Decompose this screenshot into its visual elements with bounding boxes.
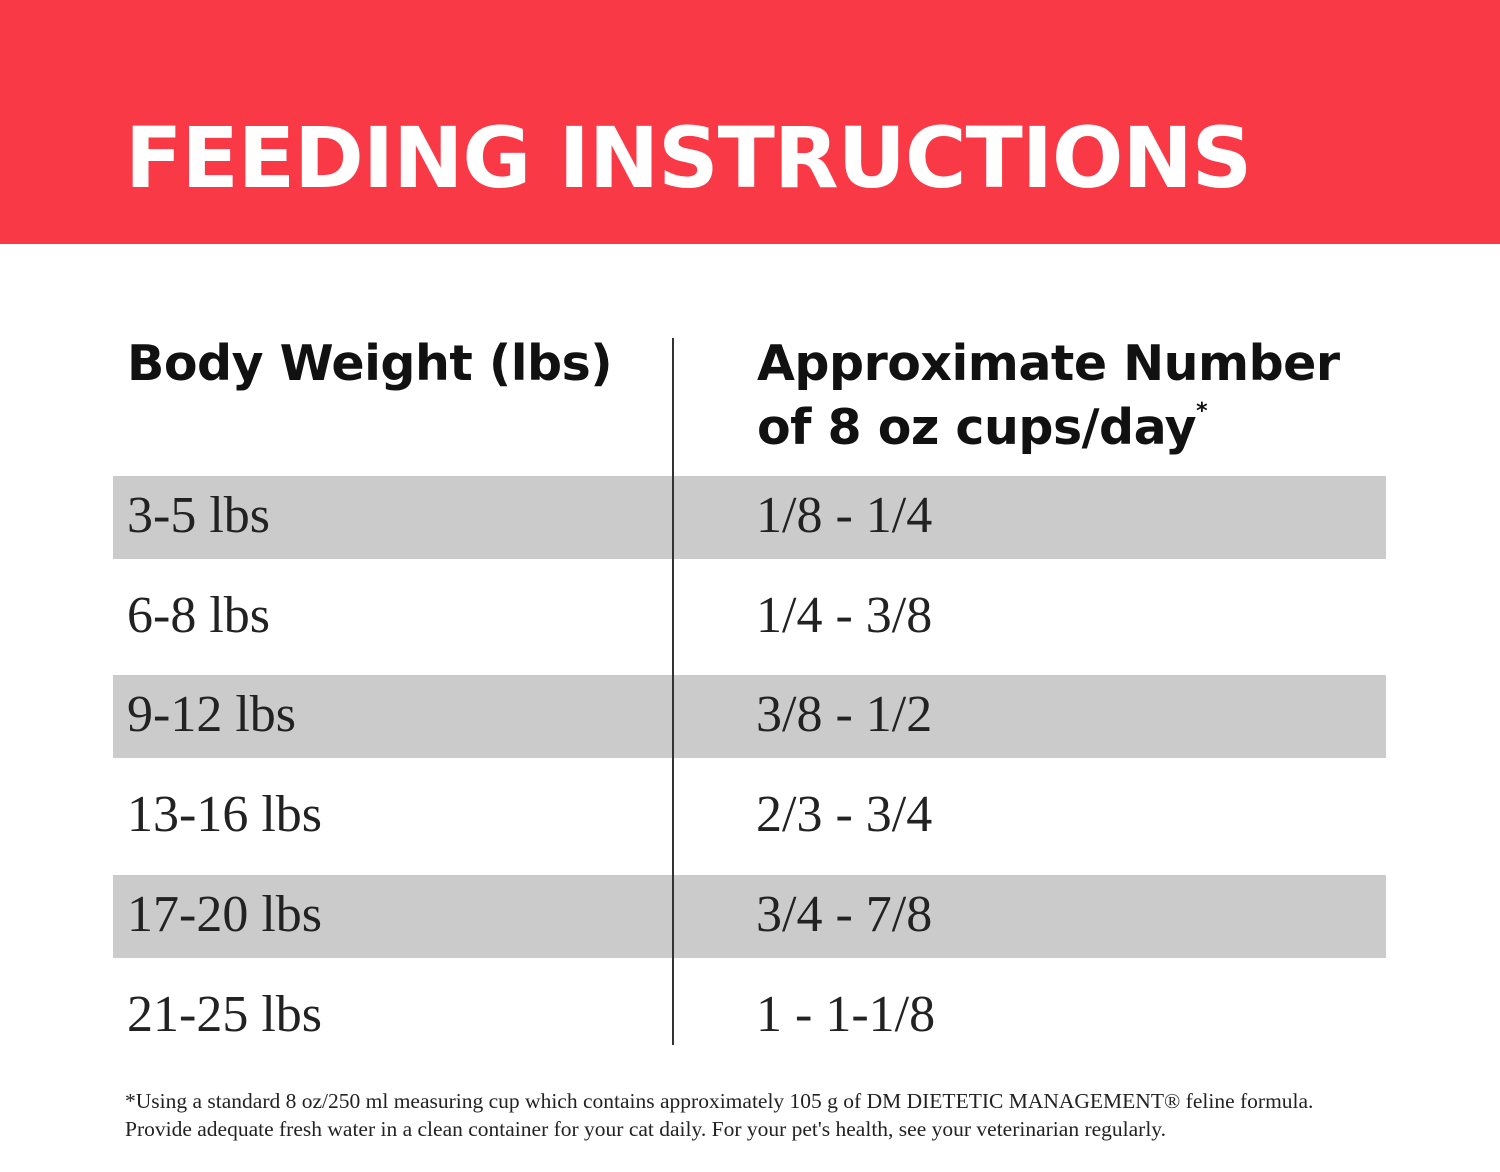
table-cell: 3/4 - 7/8 xyxy=(756,885,933,943)
title: FEEDING INSTRUCTIONS xyxy=(125,109,1252,207)
footnote: *Using a standard 8 oz/250 ml measuring … xyxy=(125,1089,1314,1141)
table-cell: 9-12 lbs xyxy=(127,686,296,744)
table-row: 21-25 lbs 1 - 1-1/8 xyxy=(113,975,1386,1058)
column-header-text: Approximate Number of 8 oz cups/day xyxy=(757,335,1340,456)
table-cell: 13-16 lbs xyxy=(127,786,322,844)
header-banner: FEEDING INSTRUCTIONS xyxy=(0,0,1500,244)
table-row: 17-20 lbs 3/4 - 7/8 xyxy=(113,874,1386,958)
table-row: 6-8 lbs 1/4 - 3/8 xyxy=(113,576,1386,659)
footnote-marker: * xyxy=(1196,399,1208,424)
table-cell: 17-20 lbs xyxy=(127,885,322,943)
table-row: 9-12 lbs 3/8 - 1/2 xyxy=(113,675,1386,759)
table-cell: 1/4 - 3/8 xyxy=(756,586,933,644)
table-cell: 2/3 - 3/4 xyxy=(756,786,933,844)
column-header: Approximate Number of 8 oz cups/day* xyxy=(757,332,1357,460)
table-cell: 3-5 lbs xyxy=(127,487,270,544)
table-row: 3-5 lbs 1/8 - 1/4 xyxy=(113,476,1386,559)
table-cell: 1/8 - 1/4 xyxy=(756,487,933,544)
column-header: Body Weight (lbs) xyxy=(127,335,613,392)
table-cell: 3/8 - 1/2 xyxy=(756,686,933,744)
table-cell: 21-25 lbs xyxy=(127,985,322,1043)
column-divider xyxy=(672,338,674,1045)
table-row: 13-16 lbs 2/3 - 3/4 xyxy=(113,775,1386,858)
table-cell: 6-8 lbs xyxy=(127,586,270,644)
table-cell: 1 - 1-1/8 xyxy=(756,985,936,1043)
